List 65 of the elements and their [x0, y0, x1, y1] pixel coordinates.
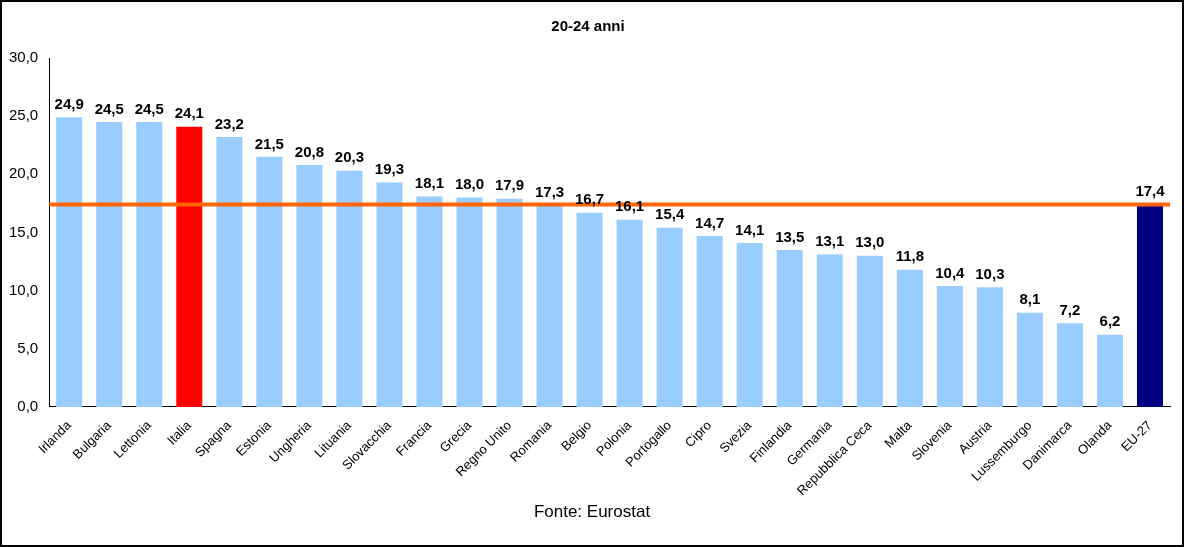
bar — [336, 170, 363, 407]
bar — [1136, 204, 1163, 407]
bar — [656, 227, 683, 407]
bar — [896, 269, 923, 407]
data-label: 24,9 — [54, 94, 84, 112]
bar — [416, 196, 443, 407]
y-tick-label: 5,0 — [17, 338, 39, 356]
bar — [376, 182, 403, 407]
data-label: 24,5 — [94, 99, 124, 117]
data-label: 17,4 — [1135, 182, 1166, 200]
bar — [136, 121, 163, 407]
data-label: 13,1 — [815, 232, 845, 250]
data-label: 21,5 — [254, 134, 284, 152]
data-label: 23,2 — [214, 114, 244, 132]
data-label: 17,9 — [494, 176, 525, 194]
bar — [1016, 312, 1043, 407]
data-label: 7,2 — [1059, 300, 1081, 318]
data-label: 20,8 — [294, 142, 324, 160]
bar — [176, 126, 203, 407]
data-label: 18,0 — [454, 175, 485, 193]
bar — [1096, 334, 1123, 407]
bar — [816, 254, 843, 407]
y-tick-label: 30,0 — [8, 48, 39, 66]
data-label: 14,1 — [735, 220, 765, 238]
bar — [576, 212, 603, 407]
y-tick-label: 25,0 — [8, 106, 39, 124]
bar — [856, 255, 883, 407]
data-label: 15,4 — [655, 205, 685, 223]
bar — [296, 165, 323, 407]
data-label: 13,5 — [775, 227, 805, 245]
bar — [736, 242, 763, 407]
bar — [696, 235, 723, 407]
data-label: 6,2 — [1099, 312, 1121, 330]
bar — [216, 137, 243, 407]
data-label: 10,3 — [975, 264, 1005, 282]
bar — [56, 117, 83, 407]
bar — [96, 121, 123, 407]
data-label: 10,4 — [935, 263, 966, 281]
data-label: 17,3 — [534, 183, 565, 201]
bar — [496, 198, 523, 407]
y-tick-label: 0,0 — [17, 397, 39, 415]
data-label: 8,1 — [1019, 290, 1041, 308]
data-label: 14,7 — [695, 213, 725, 231]
bar — [456, 197, 483, 407]
bar — [536, 205, 563, 407]
data-label: 20,3 — [334, 148, 365, 166]
y-tick-label: 15,0 — [8, 222, 39, 240]
data-label: 18,1 — [414, 174, 445, 192]
source-note: Fonte: Eurostat — [532, 502, 652, 522]
y-tick-label: 20,0 — [8, 164, 39, 182]
data-label: 24,5 — [134, 99, 164, 117]
bar — [256, 156, 283, 407]
data-label: 16,7 — [574, 190, 605, 208]
data-label: 19,3 — [374, 160, 405, 178]
bar — [976, 287, 1003, 407]
bar — [776, 249, 803, 407]
y-tick-label: 10,0 — [8, 280, 39, 298]
bar — [616, 219, 643, 407]
data-label: 13,0 — [855, 233, 885, 251]
chart-title: 20-24 anni — [551, 17, 625, 35]
bar — [1056, 323, 1083, 407]
bar — [936, 285, 963, 407]
data-label: 11,8 — [895, 247, 924, 265]
data-label: 24,1 — [174, 104, 204, 122]
data-label: 16,1 — [615, 197, 645, 215]
